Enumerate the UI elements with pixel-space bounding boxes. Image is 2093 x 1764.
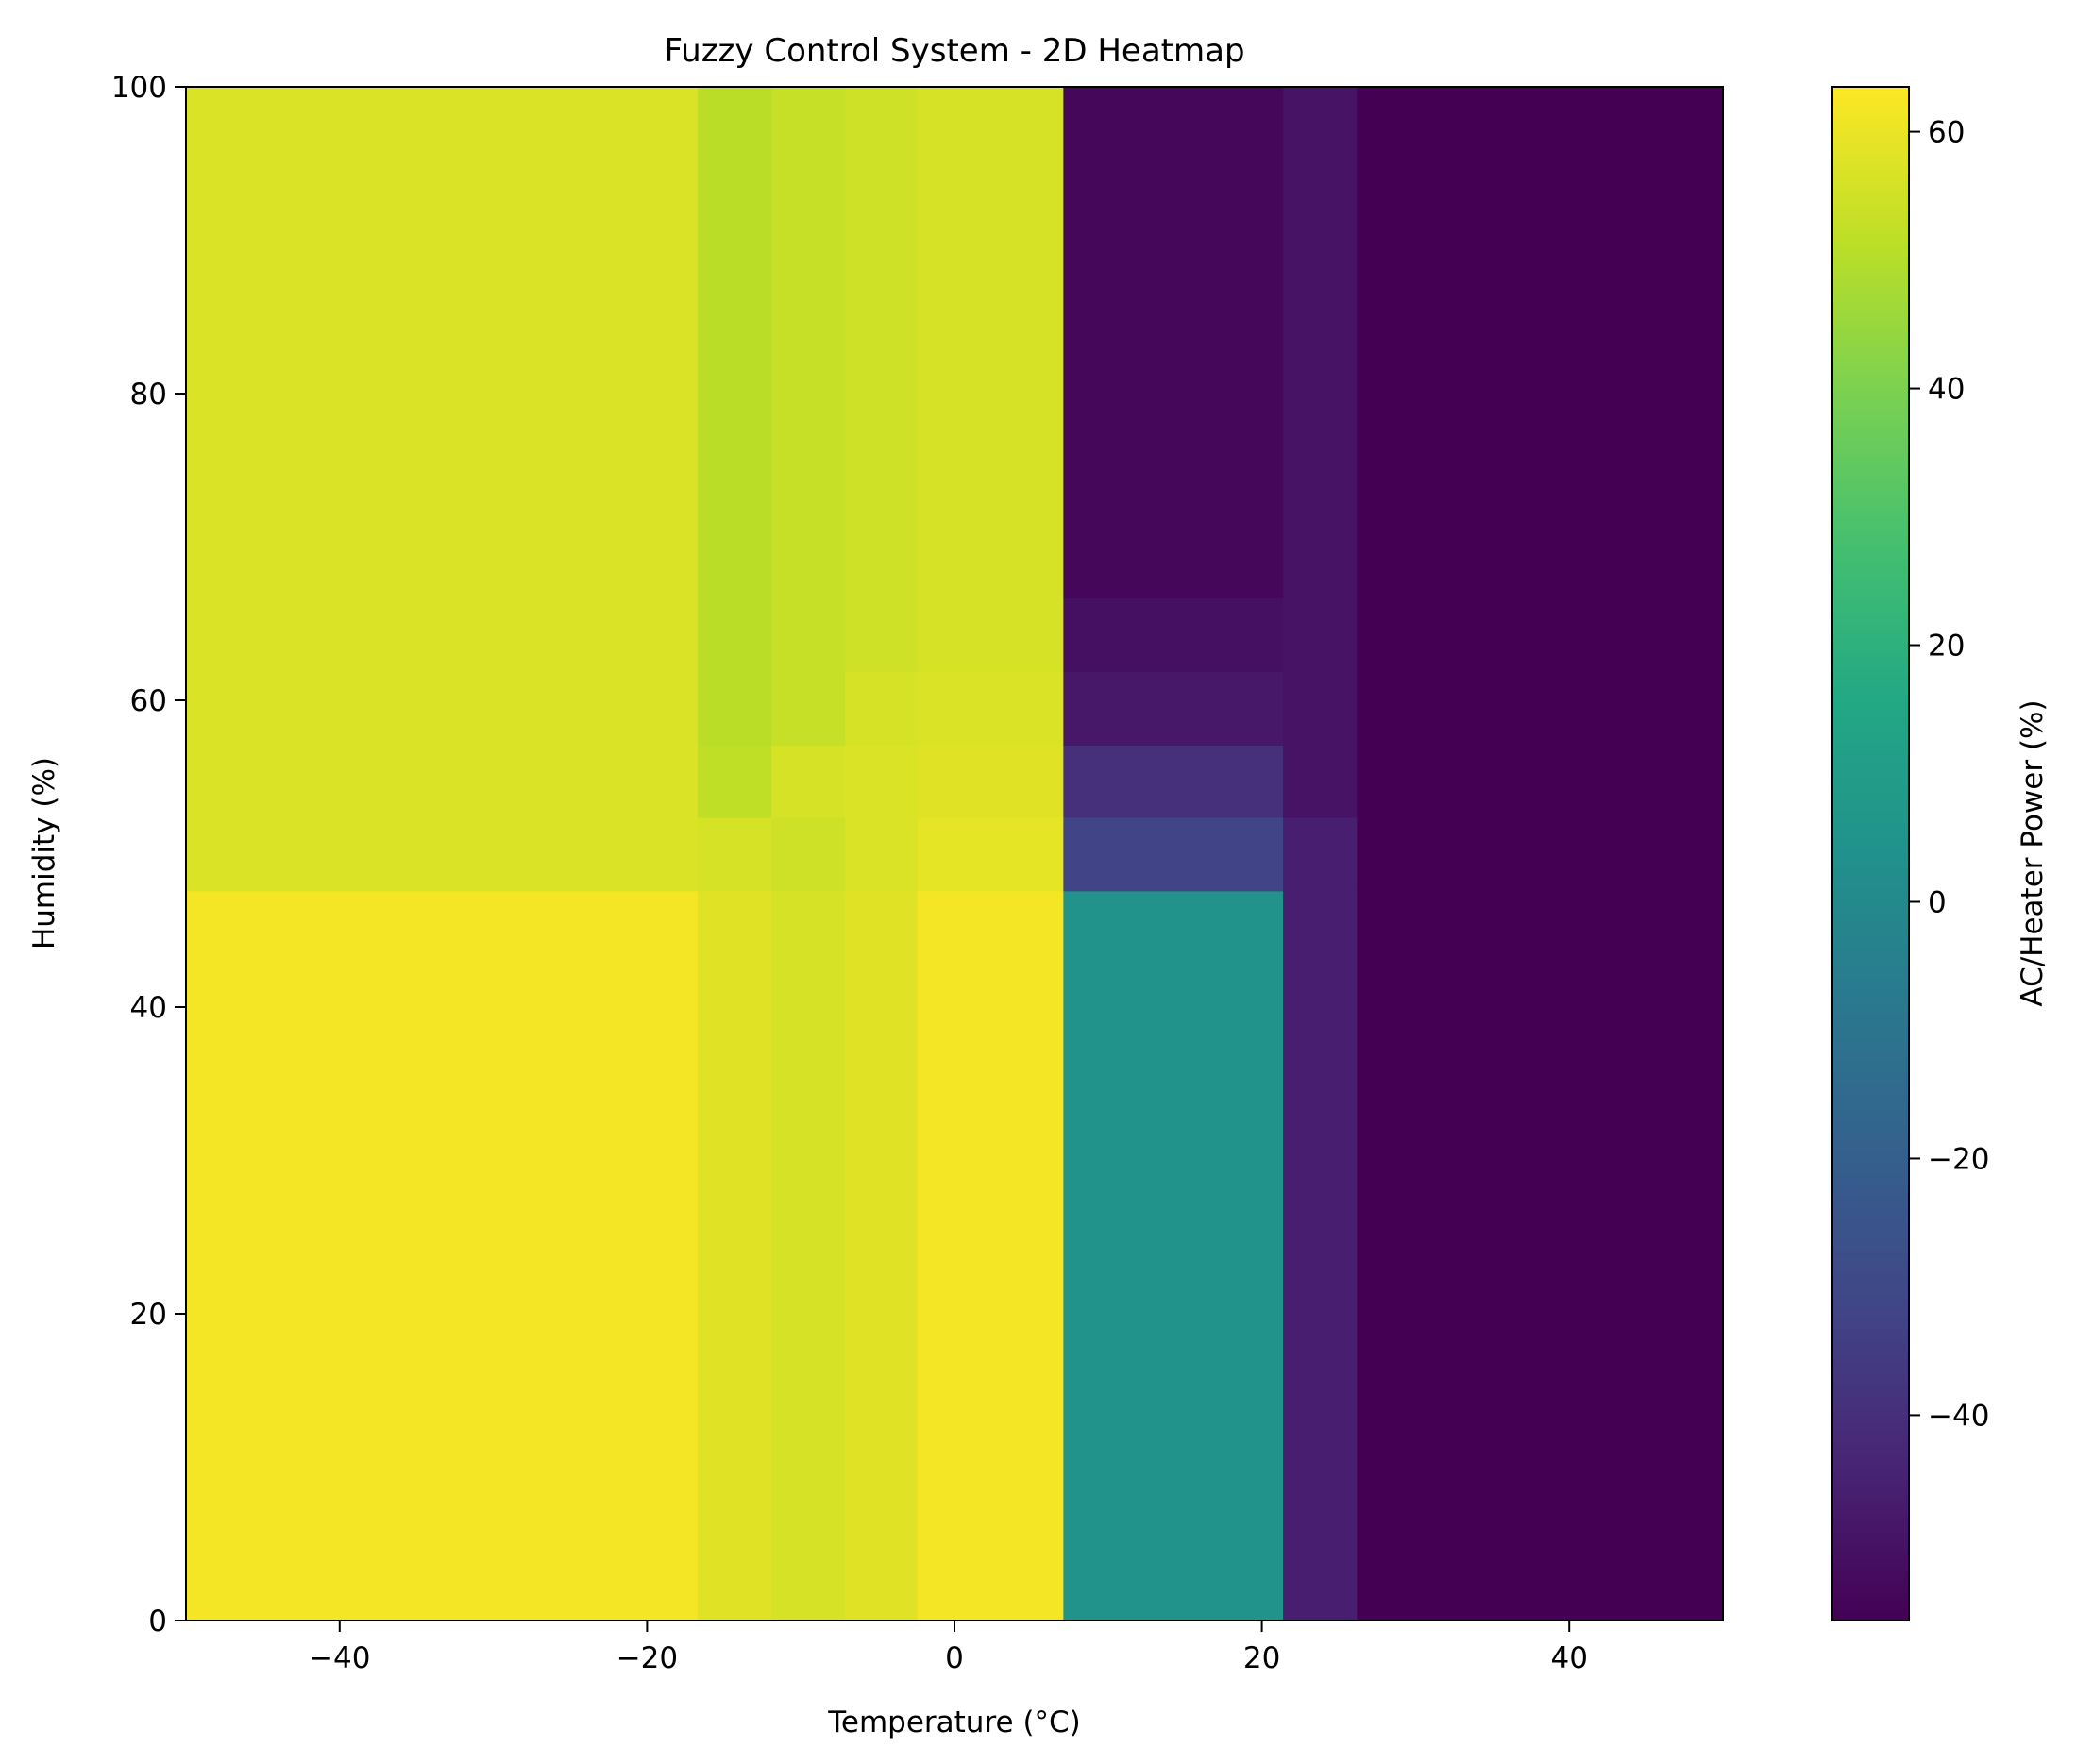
heatmap-cell xyxy=(1357,86,1724,598)
heatmap-cell xyxy=(185,596,699,672)
heatmap-cell xyxy=(917,670,1065,746)
x-tick-label: 40 xyxy=(1550,1641,1587,1675)
heatmap-cell xyxy=(845,744,919,818)
heatmap-cell xyxy=(1357,816,1724,892)
heatmap-cell xyxy=(845,86,919,598)
heatmap-cell xyxy=(1063,744,1285,818)
y-axis-label: Humidity (%) xyxy=(27,757,61,949)
y-tick-label: 100 xyxy=(111,71,167,105)
heatmap-cell xyxy=(917,816,1065,892)
heatmap-cell xyxy=(917,86,1065,598)
heatmap-cell xyxy=(697,744,773,818)
heatmap-cell xyxy=(697,86,773,598)
colorbar-tick-label: 60 xyxy=(1928,116,1965,150)
heatmap-cell xyxy=(845,596,919,672)
heatmap-cell xyxy=(1357,596,1724,672)
y-tick-label: 60 xyxy=(130,684,167,718)
y-tick-label: 40 xyxy=(130,991,167,1025)
y-tick-label: 20 xyxy=(130,1298,167,1332)
heatmap-cell xyxy=(185,86,699,598)
x-axis-ticks: −40 −20 0 20 40 xyxy=(309,1621,1588,1675)
x-tick-label: −20 xyxy=(616,1641,678,1675)
heatmap-cell xyxy=(1357,744,1724,818)
heatmap-cell xyxy=(185,890,699,1621)
heatmap-cells xyxy=(185,86,1724,1621)
heatmap-cell xyxy=(771,744,847,818)
heatmap-cell xyxy=(917,890,1065,1621)
heatmap-cell xyxy=(1283,744,1359,818)
colorbar-label: AC/Heater Power (%) xyxy=(2016,699,2050,1006)
heatmap-cell xyxy=(845,670,919,746)
heatmap-cell xyxy=(845,890,919,1621)
x-tick-label: 0 xyxy=(945,1641,964,1675)
heatmap-cell xyxy=(917,596,1065,672)
colorbar-tick-label: 20 xyxy=(1928,630,1965,664)
heatmap-cell xyxy=(845,816,919,892)
heatmap-cell xyxy=(771,86,847,598)
colorbar-tick-label: −40 xyxy=(1928,1399,1989,1433)
heatmap-cell xyxy=(1283,890,1359,1621)
heatmap-cell xyxy=(697,596,773,672)
heatmap-cell xyxy=(1063,670,1285,746)
heatmap-cell xyxy=(1283,816,1359,892)
colorbar-tick-label: −20 xyxy=(1928,1142,1989,1176)
heatmap-cell xyxy=(185,670,699,746)
x-tick-label: 20 xyxy=(1243,1641,1280,1675)
heatmap-cell xyxy=(697,890,773,1621)
heatmap-cell xyxy=(185,816,699,892)
colorbar-tick-label: 40 xyxy=(1928,373,1965,407)
heatmap-cell xyxy=(697,670,773,746)
y-axis-ticks: 0 20 40 60 80 100 xyxy=(111,71,186,1638)
heatmap-cell xyxy=(697,816,773,892)
heatmap-cell xyxy=(1357,670,1724,746)
heatmap-cell xyxy=(1063,890,1285,1621)
heatmap-cell xyxy=(185,744,699,818)
heatmap-cell xyxy=(771,816,847,892)
heatmap-cell xyxy=(771,890,847,1621)
colorbar-tick-label: 0 xyxy=(1928,885,1947,919)
heatmap-cell xyxy=(1283,670,1359,746)
heatmap-cell xyxy=(771,670,847,746)
chart-title: Fuzzy Control System - 2D Heatmap xyxy=(664,32,1244,70)
heatmap-cell xyxy=(1357,890,1724,1621)
heatmap-cell xyxy=(771,596,847,672)
x-axis-label: Temperature (°C) xyxy=(827,1705,1081,1739)
heatmap-cell xyxy=(1063,86,1285,598)
y-tick-label: 0 xyxy=(148,1604,167,1638)
heatmap-cell xyxy=(1283,596,1359,672)
heatmap-cell xyxy=(1063,596,1285,672)
y-tick-label: 80 xyxy=(130,378,167,412)
colorbar xyxy=(1831,86,1910,1621)
colorbar-ticks: −40 −20 0 20 40 60 xyxy=(1909,116,1989,1433)
x-tick-label: −40 xyxy=(309,1641,370,1675)
heatmap-cell xyxy=(917,744,1065,818)
heatmap-cell xyxy=(1063,816,1285,892)
heatmap-cell xyxy=(1283,86,1359,598)
